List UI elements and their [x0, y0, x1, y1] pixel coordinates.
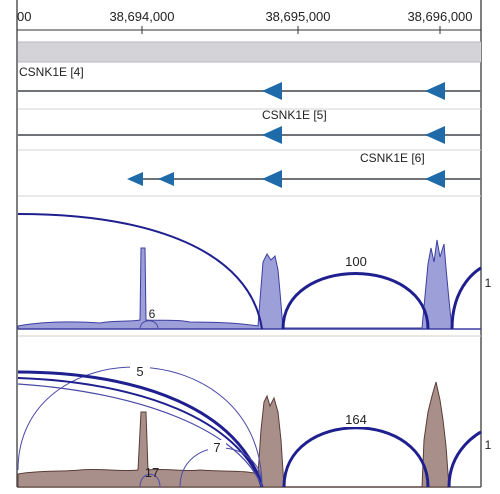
- arrow-icon: [425, 126, 445, 144]
- junction-count-label: 5: [136, 364, 143, 379]
- ruler[interactable]: 00 38,694,000 38,695,000 38,696,000: [17, 9, 481, 34]
- transcript-csnk1e-4[interactable]: CSNK1E [4]: [18, 65, 481, 100]
- junction-arc: [17, 370, 264, 488]
- junction-arc: [281, 272, 430, 330]
- junction-arc: [447, 430, 482, 488]
- ruler-tick-label: 38,694,000: [109, 9, 174, 24]
- transcript-csnk1e-5[interactable]: CSNK1E [5]: [18, 108, 481, 144]
- transcript-label: CSNK1E [6]: [360, 151, 425, 165]
- junction-count-label: 7: [213, 440, 220, 455]
- arrow-icon: [158, 172, 174, 186]
- junction-arc: [282, 426, 430, 488]
- arrow-icon: [425, 170, 445, 188]
- label-bg: [341, 254, 371, 269]
- ruler-tick-label: 38,695,000: [265, 9, 330, 24]
- track-header-band[interactable]: [18, 42, 481, 62]
- transcript-csnk1e-6[interactable]: CSNK1E [6]: [127, 151, 481, 188]
- arrow-icon: [262, 82, 282, 100]
- arrow-icon: [425, 82, 445, 100]
- junction-count-label: 1: [485, 276, 492, 290]
- ruler-tick-label: 38,696,000: [407, 9, 472, 24]
- transcript-label: CSNK1E [5]: [262, 108, 327, 122]
- junction-count-label: 6: [149, 307, 156, 321]
- arrow-icon: [262, 170, 282, 188]
- transcript-label: CSNK1E [4]: [19, 65, 84, 79]
- label-bg: [340, 412, 372, 427]
- coverage-track-1: [17, 239, 453, 330]
- junction-arc: [17, 213, 263, 330]
- junction-arc: [17, 377, 263, 488]
- label-bg: [130, 364, 150, 379]
- coverage-track-2: [17, 381, 450, 488]
- label-bg: [208, 440, 226, 455]
- arrow-icon: [127, 172, 143, 186]
- arrow-icon: [262, 126, 282, 144]
- ruler-tick-label: 00: [17, 9, 31, 24]
- junction-arc: [450, 266, 482, 330]
- junction-arc: [139, 320, 159, 330]
- sashimi-track-2[interactable]: 5 7 164 17 1: [17, 364, 492, 488]
- junction-count-label: 164: [345, 412, 367, 427]
- sashimi-track-1[interactable]: 100 6 1: [17, 213, 492, 330]
- junction-arc: [17, 383, 263, 488]
- junction-count-label: 17: [145, 465, 159, 480]
- junction-count-label: 1: [485, 438, 492, 452]
- junction-count-label: 100: [345, 254, 367, 269]
- junction-arc: [139, 473, 161, 488]
